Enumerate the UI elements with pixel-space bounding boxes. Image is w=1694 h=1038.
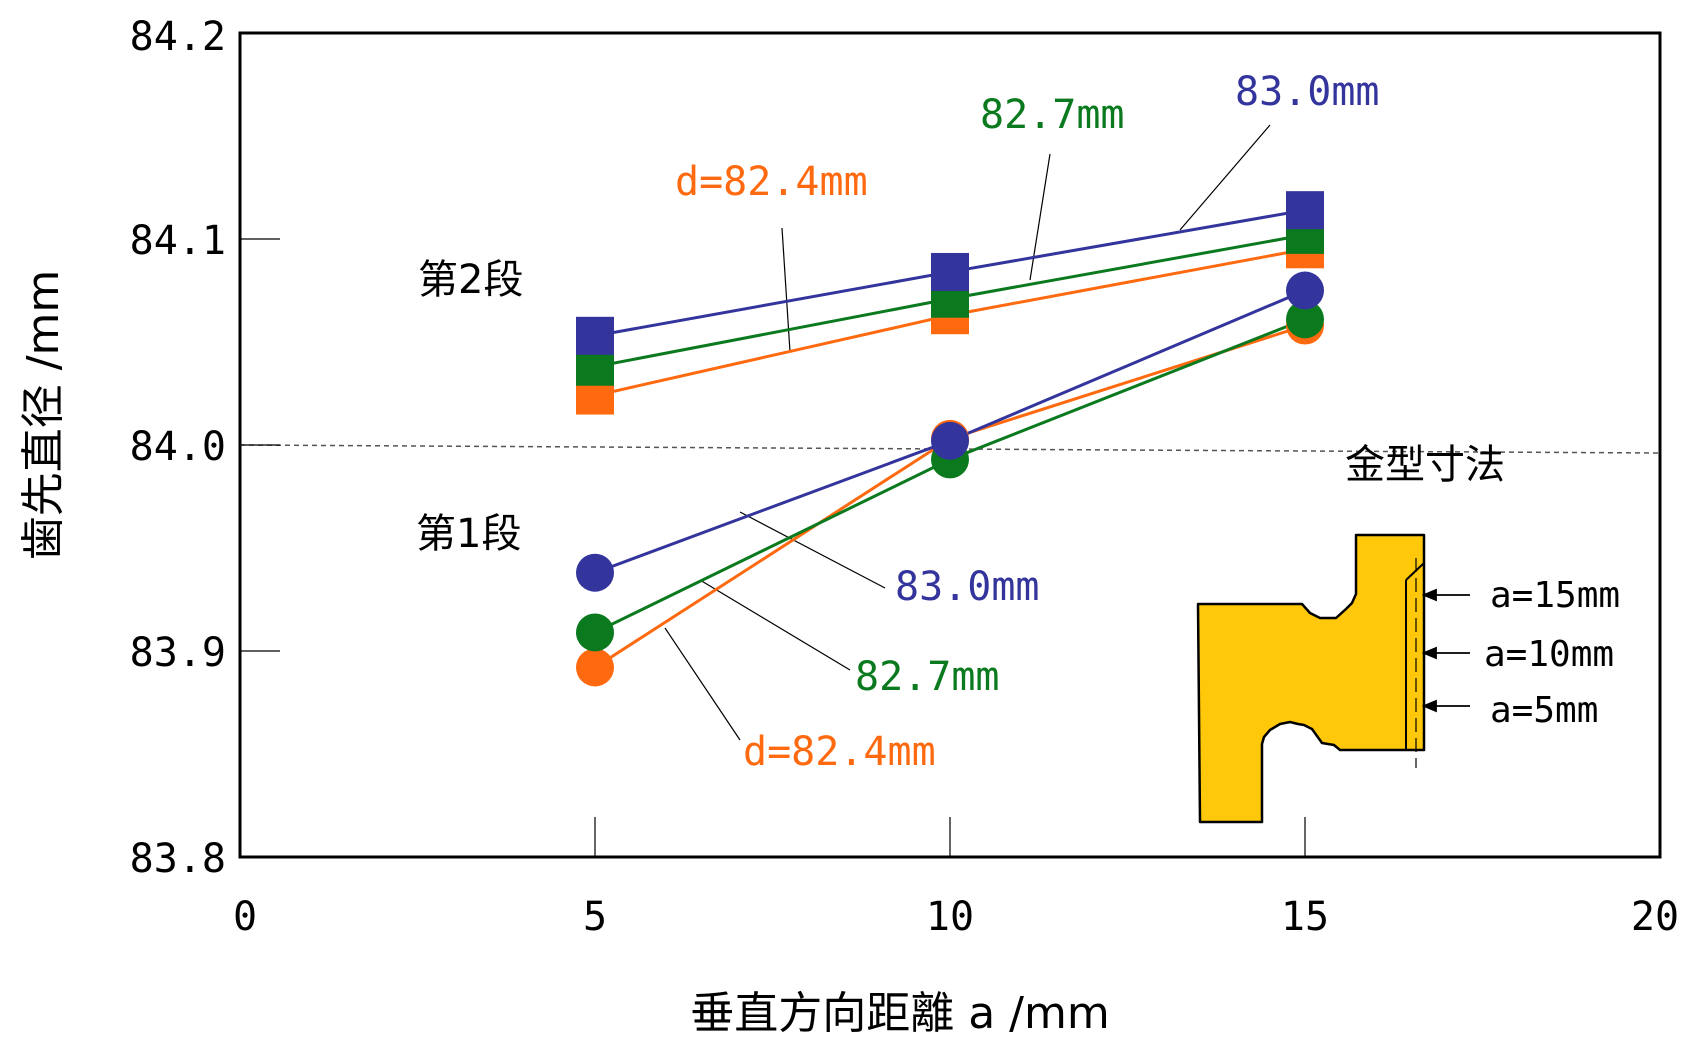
arrow-head [1421,588,1437,602]
series-4-point-0 [576,613,614,652]
reference-line [239,444,1661,454]
axis-ticks [240,32,1306,858]
annotation-leaders [664,124,1271,741]
annotation-stage1-d83-0: 83.0mm [895,564,1040,610]
series-4-point-2 [1286,300,1324,339]
group-label-stage2: 第2段 [418,257,523,303]
x-tick-labels: 0 5 10 15 20 [233,894,1679,940]
die-shape [1196,533,1426,824]
leader-line [739,511,886,589]
reference-line-label: 金型寸法 [1345,442,1505,488]
x-tick-label: 10 [926,894,974,940]
y-tick-labels: 83.8 83.9 84.0 84.1 84.2 [130,14,226,882]
annotation-stage2-d82-4: d=82.4mm [675,159,868,205]
x-axis-label: 垂直方向距離 a /mm [690,988,1109,1038]
y-tick-label: 83.9 [130,630,226,676]
x-tick-label: 15 [1281,894,1329,940]
leader-line [1029,153,1051,281]
y-axis-label: 歯先直径 /mm [18,270,69,561]
x-tick-label: 20 [1631,894,1679,940]
inset-label-a15: a=15mm [1490,575,1620,616]
leader-line [664,627,741,741]
series-layer [576,191,1324,687]
arrow-head [1421,646,1437,660]
inset-label-a10: a=10mm [1484,634,1614,675]
arrow-head [1421,699,1437,713]
annotation-stage1-d82-7: 82.7mm [855,654,1000,700]
annotation-stage1-d82-4: d=82.4mm [743,729,936,775]
series-5-point-0 [576,553,614,592]
series-2-point-1 [931,252,969,291]
y-tick-label: 83.8 [130,836,226,882]
annotation-stage2-d82-7: 82.7mm [980,92,1125,138]
series-5-point-1 [931,421,969,460]
leader-line [781,227,791,353]
leader-line [1179,124,1271,231]
x-tick-label: 5 [583,894,607,940]
series-5-point-2 [1286,271,1324,310]
series-annotations: d=82.4mm 82.7mm 83.0mm 83.0mm 82.7mm d=8… [675,69,1380,775]
series-2-point-0 [576,316,614,355]
x-tick-label: 0 [233,894,257,940]
die-inner-line [1405,562,1425,581]
y-tick-label: 84.0 [130,424,226,470]
y-tick-label: 84.2 [130,14,226,60]
series-3-point-0 [576,648,614,687]
group-label-stage1: 第1段 [416,511,521,557]
leader-line [699,579,851,671]
annotation-stage2-d83-0: 83.0mm [1235,69,1380,115]
series-2-point-2 [1286,191,1324,230]
y-tick-label: 84.1 [130,218,226,264]
inset-label-a5: a=5mm [1490,690,1598,731]
die-cross-section-inset: a=15mm a=10mm a=5mm [1196,533,1620,824]
